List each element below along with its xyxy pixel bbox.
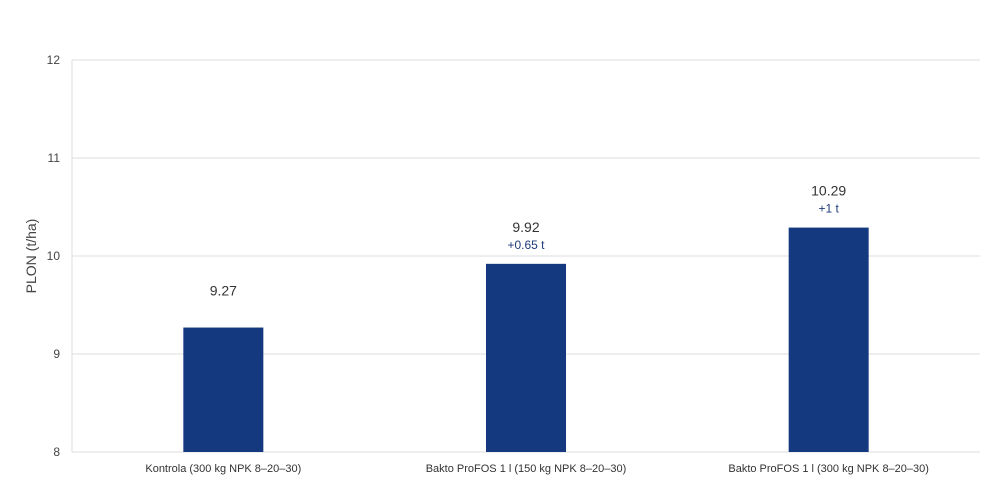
bar — [486, 263, 566, 452]
y-tick-label: 9 — [53, 347, 60, 361]
delta-label: +1 t — [818, 202, 839, 216]
bar — [183, 327, 264, 452]
data-label: 9.92 — [512, 219, 539, 235]
y-tick-label: 10 — [47, 249, 61, 263]
data-label: 10.29 — [811, 183, 846, 199]
y-tick-label: 11 — [48, 151, 61, 165]
data-label: 9.27 — [210, 283, 237, 299]
labels: 8 9 10 11 12 Kontrola (300 kg NPK 8–20–30) 9.2… — [47, 53, 929, 475]
y-tick-label: 8 — [53, 445, 60, 459]
x-tick-label: Kontrola (300 kg NPK 8–20–30) — [145, 463, 301, 475]
delta-label: +0.65 t — [507, 238, 545, 252]
y-tick-label: 12 — [47, 53, 61, 67]
x-tick-label: Bakto ProFOS 1 l (300 kg NPK 8–20–30) — [728, 463, 929, 475]
y-axis-title: PLON (t/ha) — [23, 219, 39, 294]
bar — [788, 227, 869, 452]
bars — [183, 227, 869, 452]
x-tick-label: Bakto ProFOS 1 l (150 kg NPK 8–20–30) — [426, 463, 627, 475]
